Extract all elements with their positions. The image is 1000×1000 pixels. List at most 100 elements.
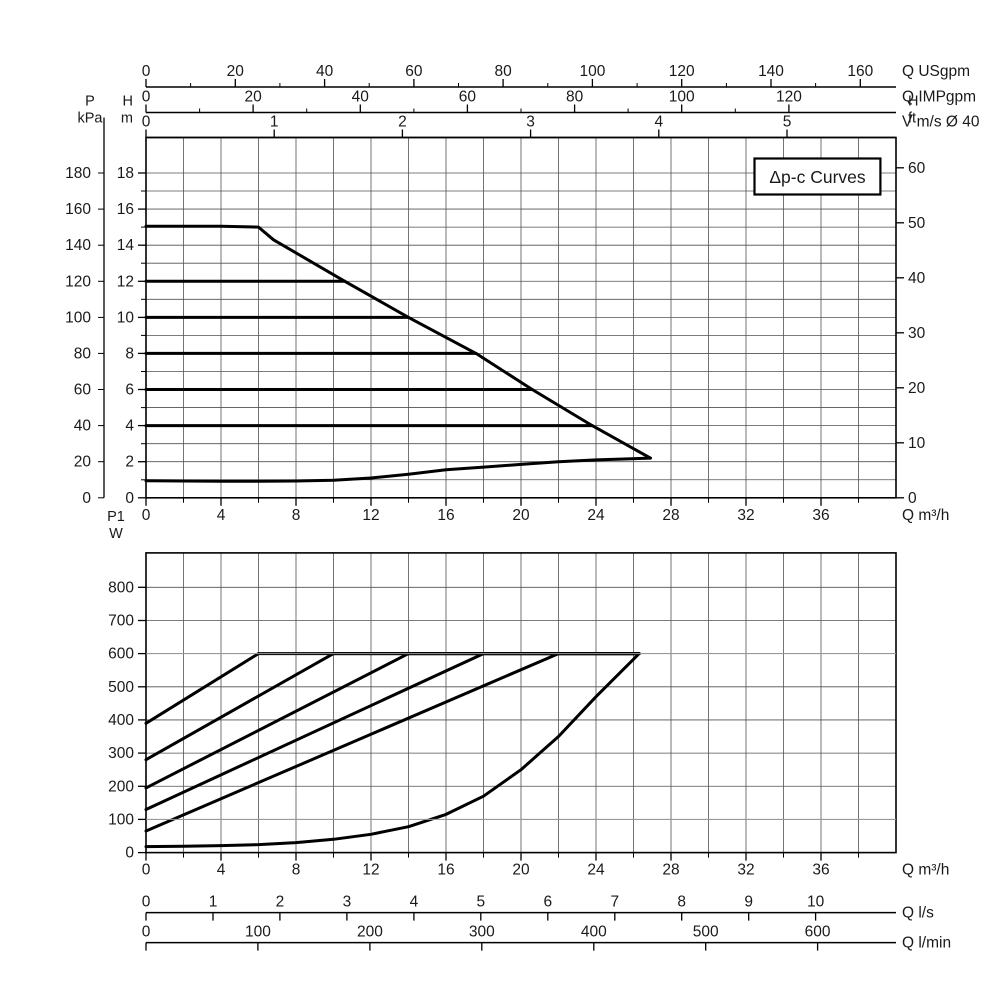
svg-text:100: 100 bbox=[245, 924, 271, 941]
svg-text:500: 500 bbox=[693, 924, 719, 941]
svg-text:60: 60 bbox=[74, 382, 92, 399]
svg-text:28: 28 bbox=[662, 862, 679, 879]
svg-text:800: 800 bbox=[108, 579, 134, 596]
svg-text:24: 24 bbox=[587, 862, 605, 879]
svg-text:8: 8 bbox=[677, 894, 686, 911]
svg-text:140: 140 bbox=[758, 63, 784, 80]
svg-text:18: 18 bbox=[117, 165, 134, 182]
svg-text:10: 10 bbox=[908, 435, 926, 452]
svg-text:60: 60 bbox=[405, 63, 423, 80]
svg-text:40: 40 bbox=[74, 418, 92, 435]
svg-text:Q l/s: Q l/s bbox=[902, 905, 934, 922]
svg-text:300: 300 bbox=[108, 745, 134, 762]
svg-text:ft: ft bbox=[908, 111, 916, 127]
svg-text:4: 4 bbox=[410, 894, 419, 911]
svg-text:8: 8 bbox=[292, 507, 301, 524]
svg-text:0: 0 bbox=[142, 63, 151, 80]
svg-text:W: W bbox=[109, 526, 123, 542]
svg-text:1: 1 bbox=[270, 114, 279, 131]
svg-text:Q m³/h: Q m³/h bbox=[902, 507, 949, 524]
svg-text:0: 0 bbox=[142, 924, 151, 941]
svg-text:0: 0 bbox=[82, 490, 91, 507]
svg-text:0: 0 bbox=[908, 490, 917, 507]
svg-text:30: 30 bbox=[908, 325, 926, 342]
svg-text:180: 180 bbox=[65, 165, 91, 182]
svg-text:120: 120 bbox=[65, 273, 91, 290]
svg-text:36: 36 bbox=[812, 862, 829, 879]
svg-text:160: 160 bbox=[847, 63, 873, 80]
svg-text:P1: P1 bbox=[107, 509, 125, 525]
svg-text:120: 120 bbox=[776, 89, 802, 106]
svg-text:600: 600 bbox=[805, 924, 831, 941]
svg-text:3: 3 bbox=[343, 894, 352, 911]
svg-text:140: 140 bbox=[65, 237, 91, 254]
svg-text:Q m³/h: Q m³/h bbox=[902, 862, 949, 879]
svg-text:6: 6 bbox=[543, 894, 552, 911]
svg-text:16: 16 bbox=[117, 201, 134, 218]
svg-text:7: 7 bbox=[610, 894, 619, 911]
svg-text:0: 0 bbox=[142, 862, 151, 879]
svg-text:60: 60 bbox=[908, 160, 926, 177]
svg-text:160: 160 bbox=[65, 201, 91, 218]
svg-text:5: 5 bbox=[783, 114, 792, 131]
svg-text:2: 2 bbox=[398, 114, 407, 131]
svg-text:100: 100 bbox=[108, 811, 134, 828]
svg-text:120: 120 bbox=[669, 63, 695, 80]
svg-text:40: 40 bbox=[316, 63, 334, 80]
svg-text:14: 14 bbox=[117, 237, 135, 254]
svg-text:100: 100 bbox=[579, 63, 605, 80]
svg-text:9: 9 bbox=[744, 894, 753, 911]
svg-text:H: H bbox=[908, 94, 918, 110]
svg-text:600: 600 bbox=[108, 646, 134, 663]
svg-text:4: 4 bbox=[125, 418, 134, 435]
svg-text:36: 36 bbox=[812, 507, 829, 524]
svg-text:12: 12 bbox=[117, 273, 134, 290]
svg-text:20: 20 bbox=[908, 380, 926, 397]
svg-text:32: 32 bbox=[737, 507, 754, 524]
svg-text:Δp-c Curves: Δp-c Curves bbox=[769, 167, 866, 187]
svg-text:50: 50 bbox=[908, 215, 926, 232]
svg-text:0: 0 bbox=[142, 89, 151, 106]
svg-text:H: H bbox=[123, 94, 133, 110]
svg-text:16: 16 bbox=[437, 862, 454, 879]
svg-text:32: 32 bbox=[737, 862, 754, 879]
svg-text:0: 0 bbox=[142, 114, 151, 131]
svg-text:400: 400 bbox=[108, 712, 134, 729]
svg-text:5: 5 bbox=[476, 894, 485, 911]
svg-text:0: 0 bbox=[125, 845, 134, 862]
svg-text:80: 80 bbox=[566, 89, 584, 106]
svg-text:0: 0 bbox=[142, 507, 151, 524]
svg-text:kPa: kPa bbox=[78, 111, 104, 127]
svg-text:4: 4 bbox=[654, 114, 663, 131]
svg-text:Q l/min: Q l/min bbox=[902, 935, 951, 952]
svg-text:20: 20 bbox=[227, 63, 245, 80]
svg-text:400: 400 bbox=[581, 924, 607, 941]
svg-text:1: 1 bbox=[209, 894, 218, 911]
svg-text:12: 12 bbox=[362, 862, 379, 879]
svg-text:10: 10 bbox=[807, 894, 825, 911]
svg-text:24: 24 bbox=[587, 507, 605, 524]
svg-text:200: 200 bbox=[108, 778, 134, 795]
svg-text:m: m bbox=[121, 111, 133, 127]
svg-text:80: 80 bbox=[74, 345, 92, 362]
svg-text:10: 10 bbox=[117, 309, 135, 326]
svg-text:4: 4 bbox=[217, 507, 226, 524]
svg-text:3: 3 bbox=[526, 114, 535, 131]
svg-text:40: 40 bbox=[352, 89, 370, 106]
svg-text:100: 100 bbox=[669, 89, 695, 106]
svg-text:8: 8 bbox=[125, 345, 134, 362]
svg-text:20: 20 bbox=[244, 89, 262, 106]
svg-text:20: 20 bbox=[512, 507, 530, 524]
svg-text:2: 2 bbox=[276, 894, 285, 911]
svg-text:P: P bbox=[85, 94, 95, 110]
svg-text:200: 200 bbox=[357, 924, 383, 941]
svg-text:20: 20 bbox=[74, 454, 92, 471]
svg-text:4: 4 bbox=[217, 862, 226, 879]
svg-text:0: 0 bbox=[142, 894, 151, 911]
svg-text:40: 40 bbox=[908, 270, 926, 287]
svg-text:0: 0 bbox=[125, 490, 134, 507]
svg-text:Q USgpm: Q USgpm bbox=[902, 63, 970, 80]
svg-text:100: 100 bbox=[65, 309, 91, 326]
svg-text:12: 12 bbox=[362, 507, 379, 524]
svg-text:2: 2 bbox=[125, 454, 134, 471]
